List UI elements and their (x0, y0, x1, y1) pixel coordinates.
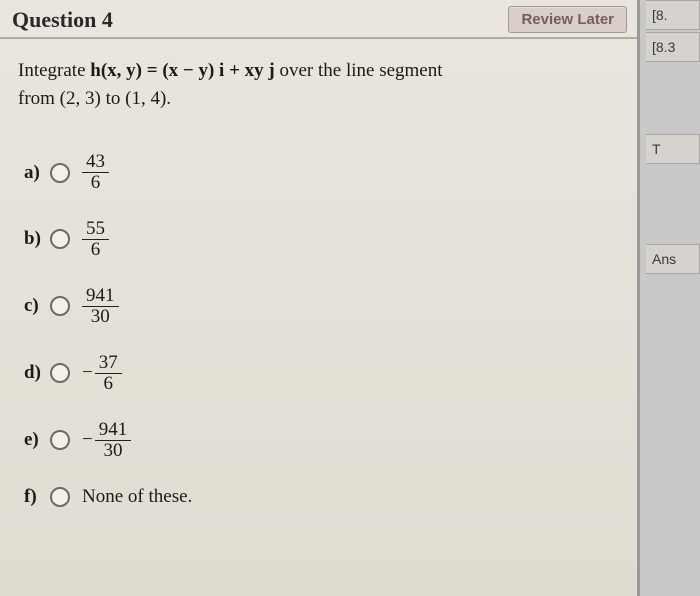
side-panel: [8. [8.3 T Ans (646, 0, 700, 596)
option-d[interactable]: d) − 37 6 (24, 353, 637, 394)
side-cell-4[interactable]: Ans (646, 244, 700, 274)
option-letter: b) (24, 228, 50, 250)
options-list: a) 43 6 b) 55 6 c) 941 30 d) (0, 120, 637, 508)
radio-c[interactable] (50, 296, 70, 316)
option-e-value: 941 30 (95, 420, 132, 461)
radio-b[interactable] (50, 229, 70, 249)
prompt-line2: from (2, 3) to (1, 4). (18, 88, 171, 109)
question-title: Question 4 (12, 7, 113, 33)
option-e-sign: − (82, 429, 93, 451)
frac-den: 6 (82, 173, 109, 193)
radio-f[interactable] (50, 487, 70, 507)
option-letter: c) (24, 295, 50, 317)
option-b[interactable]: b) 55 6 (24, 219, 637, 260)
option-c[interactable]: c) 941 30 (24, 286, 637, 327)
option-e[interactable]: e) − 941 30 (24, 420, 637, 461)
frac-num: 55 (82, 219, 109, 240)
option-letter: a) (24, 162, 50, 184)
frac-den: 30 (95, 441, 132, 461)
option-letter: d) (24, 362, 50, 384)
frac-den: 30 (82, 307, 119, 327)
side-cell-3[interactable]: T (646, 134, 700, 164)
side-cell-2[interactable]: [8.3 (646, 32, 700, 62)
radio-a[interactable] (50, 163, 70, 183)
radio-d[interactable] (50, 363, 70, 383)
question-panel: Question 4 Review Later Integrate h(x, y… (0, 0, 640, 596)
frac-num: 941 (82, 286, 119, 307)
option-a[interactable]: a) 43 6 (24, 152, 637, 193)
review-later-button[interactable]: Review Later (508, 6, 627, 33)
frac-den: 6 (95, 374, 122, 394)
frac-num: 43 (82, 152, 109, 173)
option-f-text: None of these. (82, 486, 192, 508)
radio-e[interactable] (50, 430, 70, 450)
prompt-pre: Integrate (18, 60, 90, 81)
prompt-post: over the line segment (279, 60, 442, 81)
option-c-value: 941 30 (82, 286, 119, 327)
question-prompt: Integrate h(x, y) = (x − y) i + xy j ove… (0, 39, 637, 120)
option-b-value: 55 6 (82, 219, 109, 260)
side-cell-1[interactable]: [8. (646, 0, 700, 30)
frac-num: 941 (95, 420, 132, 441)
option-d-sign: − (82, 362, 93, 384)
side-gap (646, 64, 700, 94)
option-letter: e) (24, 429, 50, 451)
frac-den: 6 (82, 240, 109, 260)
option-a-value: 43 6 (82, 152, 109, 193)
question-header: Question 4 Review Later (0, 0, 637, 39)
option-f[interactable]: f) None of these. (24, 486, 637, 508)
prompt-func: h(x, y) = (x − y) i + xy j (90, 60, 274, 81)
option-letter: f) (24, 486, 50, 508)
option-d-value: 37 6 (95, 353, 122, 394)
frac-num: 37 (95, 353, 122, 374)
